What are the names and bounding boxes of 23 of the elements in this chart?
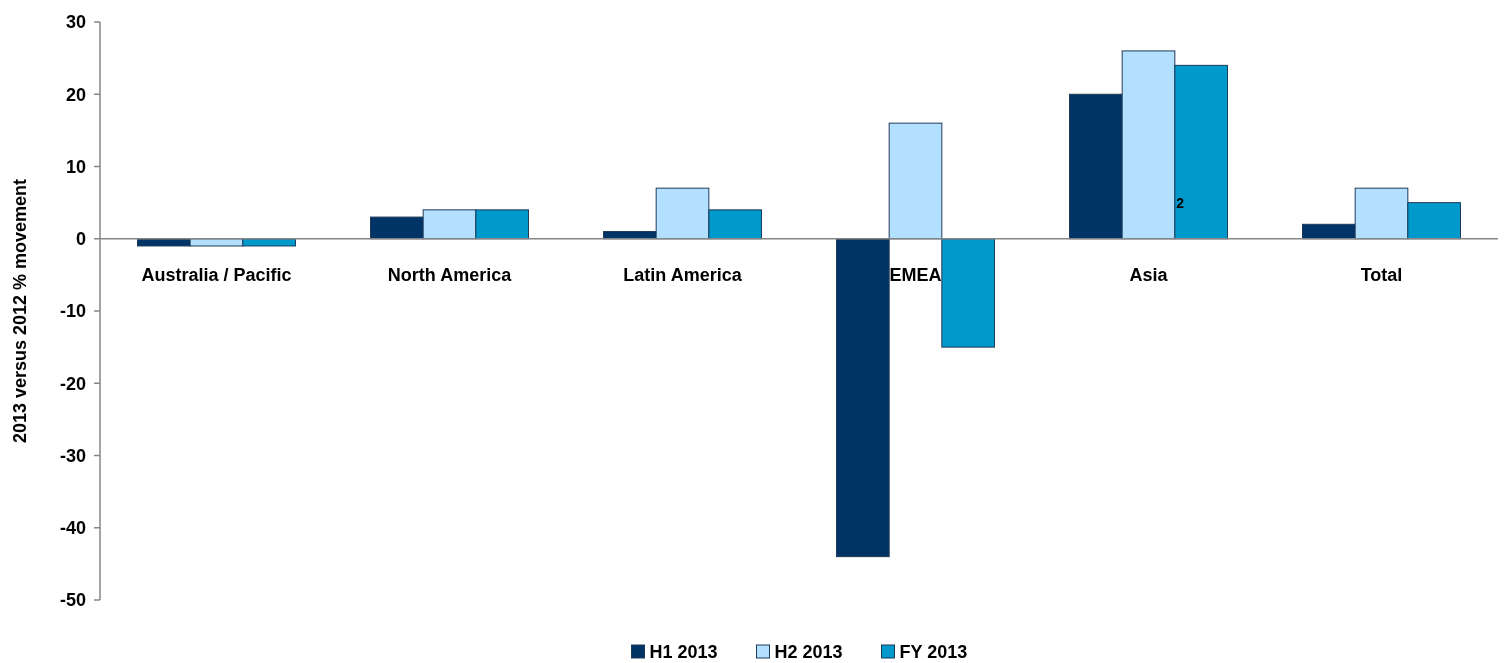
y-tick-label: -10 (59, 301, 86, 322)
y-tick-label: -30 (59, 445, 86, 466)
y-tick-label: 10 (65, 156, 86, 177)
legend-label: FY 2013 (899, 642, 968, 662)
bar (888, 122, 943, 240)
y-tick-label: -50 (59, 590, 86, 611)
legend-label: H2 2013 (774, 642, 843, 662)
y-tick-label: 0 (75, 229, 86, 250)
y-tick-label: -20 (59, 373, 86, 394)
bar (941, 238, 995, 348)
x-tick-label: Latin America (623, 264, 743, 285)
y-tick-label: 30 (65, 12, 86, 33)
x-tick-label: Australia / Pacific (141, 264, 292, 285)
x-tick-label: North America (387, 264, 513, 285)
x-tick-label: EMEA (889, 264, 942, 285)
y-tick-label: 20 (65, 84, 86, 105)
y-axis-title: 2013 versus 2012 % movement (10, 178, 30, 444)
y-tick-label: -40 (59, 518, 86, 539)
x-tick-label: Asia (1129, 264, 1169, 285)
x-tick-label: Total (1360, 264, 1403, 285)
legend-label: H1 2013 (649, 642, 718, 662)
annotation: 2 (1176, 194, 1185, 211)
bar (836, 238, 890, 558)
